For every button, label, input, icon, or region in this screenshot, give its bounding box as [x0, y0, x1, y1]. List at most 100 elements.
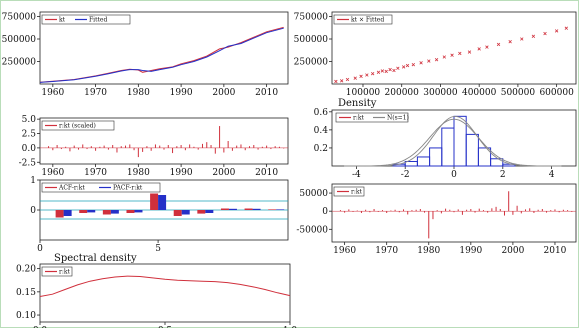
p5-x-tick-label: 5: [155, 244, 161, 254]
p2-scatter-point: [554, 29, 559, 33]
p2-scatter-point: [520, 37, 524, 41]
p2-scatter-point: [450, 53, 454, 57]
p3-x-tick-label: 2000: [212, 168, 235, 178]
p4-histogram-bar: [441, 127, 455, 167]
p2-scatter-point: [458, 51, 462, 56]
p7-x-tick-label: 1.0: [283, 326, 298, 328]
p4-x-tick-label: 4: [549, 170, 555, 180]
p1-series-kt-line: [39, 26, 284, 83]
p3-y-tick-label: 2.5: [22, 130, 37, 140]
p1-x-tick-label: 1990: [170, 88, 193, 98]
p3-plot-area: [39, 117, 289, 165]
p6-plot-area: [331, 183, 577, 243]
p4-x-tick-label: 0: [451, 170, 457, 180]
p4-legend-label: N(s=1): [387, 115, 409, 122]
p1-x-tick-label: 2010: [255, 88, 278, 98]
p4-histogram-bar: [404, 160, 418, 167]
p1-legend-label: kt: [59, 17, 66, 24]
p6-legend-label: r:kt: [351, 189, 363, 196]
p2-legend: [333, 14, 393, 25]
p2-scatter-point: [427, 59, 431, 63]
p3-legend-label: r:kt (scaled): [59, 123, 96, 130]
p4-x-tick-label: -4: [352, 170, 361, 180]
p2-scatter-point: [411, 62, 416, 67]
p4-y-tick-label: 0.6: [314, 108, 329, 118]
p1-series-fitted-line: [39, 27, 284, 83]
p2-legend-label: kt × Fitted: [351, 17, 384, 24]
p5-acf-bar: [244, 208, 253, 210]
p2-scatter-point: [396, 66, 400, 70]
p2-scatter-point: [543, 31, 547, 36]
p1-x-tick-label: 1980: [127, 88, 150, 98]
p6-x-tick-label: 1980: [417, 246, 440, 256]
p4-histogram-bar: [416, 156, 431, 167]
p5-pacf-bar: [110, 210, 119, 214]
p2-x-tick-label: 200000: [385, 88, 420, 98]
p2-scatter-point: [365, 73, 369, 77]
p1-x-tick-label: 1970: [84, 88, 107, 98]
p6-x-tick-label: 2000: [501, 246, 524, 256]
p2-plot-area: [331, 11, 577, 85]
p1-plot-area: [39, 11, 289, 85]
p3-legend: [41, 120, 115, 131]
p6-x-tick-label: 1960: [333, 246, 356, 256]
p2-scatter-point: [380, 69, 385, 73]
p1-x-tick-label: 2000: [212, 88, 235, 98]
p6-y-tick-label: 0: [322, 207, 328, 217]
p5-acf-bar: [150, 193, 159, 210]
p1-y-tick-label: 500000: [2, 35, 37, 45]
p2-scatter-point: [340, 79, 344, 83]
p7-legend: [41, 266, 73, 277]
p3-legend-box: [41, 120, 115, 131]
p4-legend: [335, 112, 409, 123]
p4-y-tick-label: 0.2: [314, 144, 328, 154]
p5-legend: [41, 182, 161, 193]
p2-scatter-point: [401, 65, 406, 69]
p3-panel: [37, 117, 289, 167]
p5-acf-bar: [55, 210, 64, 218]
p2-scatter-point: [485, 45, 489, 49]
p1-panel: [37, 11, 289, 87]
p2-x-tick-label: 100000: [346, 88, 381, 98]
p7-plot-area: [39, 263, 291, 323]
p2-scatter-point: [442, 55, 446, 59]
p7-title: Spectral density: [54, 253, 137, 264]
p5-pacf-bar: [228, 208, 237, 210]
p5-acf-bar: [79, 210, 88, 213]
p6-panel: [329, 183, 577, 245]
p4-histogram-bar: [477, 147, 492, 167]
p5-acf-bar: [268, 209, 277, 210]
p5-pacf-bar: [181, 210, 190, 215]
p3-x-tick-label: 1970: [84, 168, 107, 178]
p4-legend-label: r:kt: [353, 115, 365, 122]
p2-scatter-point: [392, 68, 396, 73]
p5-acf-bar: [197, 210, 206, 214]
p2-scatter-point: [384, 69, 388, 74]
p2-y-tick-label: 750000: [294, 13, 329, 23]
p5-acf-bar: [173, 210, 182, 216]
p5-x-tick-label: 0: [37, 244, 43, 254]
p2-y-tick-label: 250000: [294, 58, 329, 68]
p2-x-tick-label: 500000: [501, 88, 536, 98]
p1-y-tick-label: 250000: [2, 58, 37, 68]
p5-legend-label: PACF-r:kt: [113, 185, 143, 192]
p2-scatter-point: [376, 70, 381, 74]
p2-scatter-point: [419, 61, 423, 65]
p7-x-tick-label: 0.0: [33, 326, 48, 328]
p7-y-tick-label: 0.10: [16, 311, 36, 321]
p2-scatter-point: [477, 47, 481, 51]
p6-legend: [333, 186, 365, 197]
p5-pacf-bar: [205, 210, 214, 213]
p6-x-tick-label: 1990: [459, 246, 482, 256]
p6-x-tick-label: 1970: [375, 246, 398, 256]
p7-spectral-density-line: [39, 275, 291, 297]
p3-y-tick-label: 0.0: [22, 144, 37, 154]
p4-title: Density: [338, 98, 377, 109]
p6-x-tick-label: 2010: [544, 246, 567, 256]
p1-x-tick-label: 1960: [41, 88, 64, 98]
p2-panel: [329, 11, 577, 87]
p5-acf-bar: [126, 210, 135, 213]
p2-scatter-point: [508, 40, 512, 44]
p7-legend-label: r:kt: [59, 269, 71, 276]
p6-y-tick-label: 50000: [299, 189, 328, 199]
